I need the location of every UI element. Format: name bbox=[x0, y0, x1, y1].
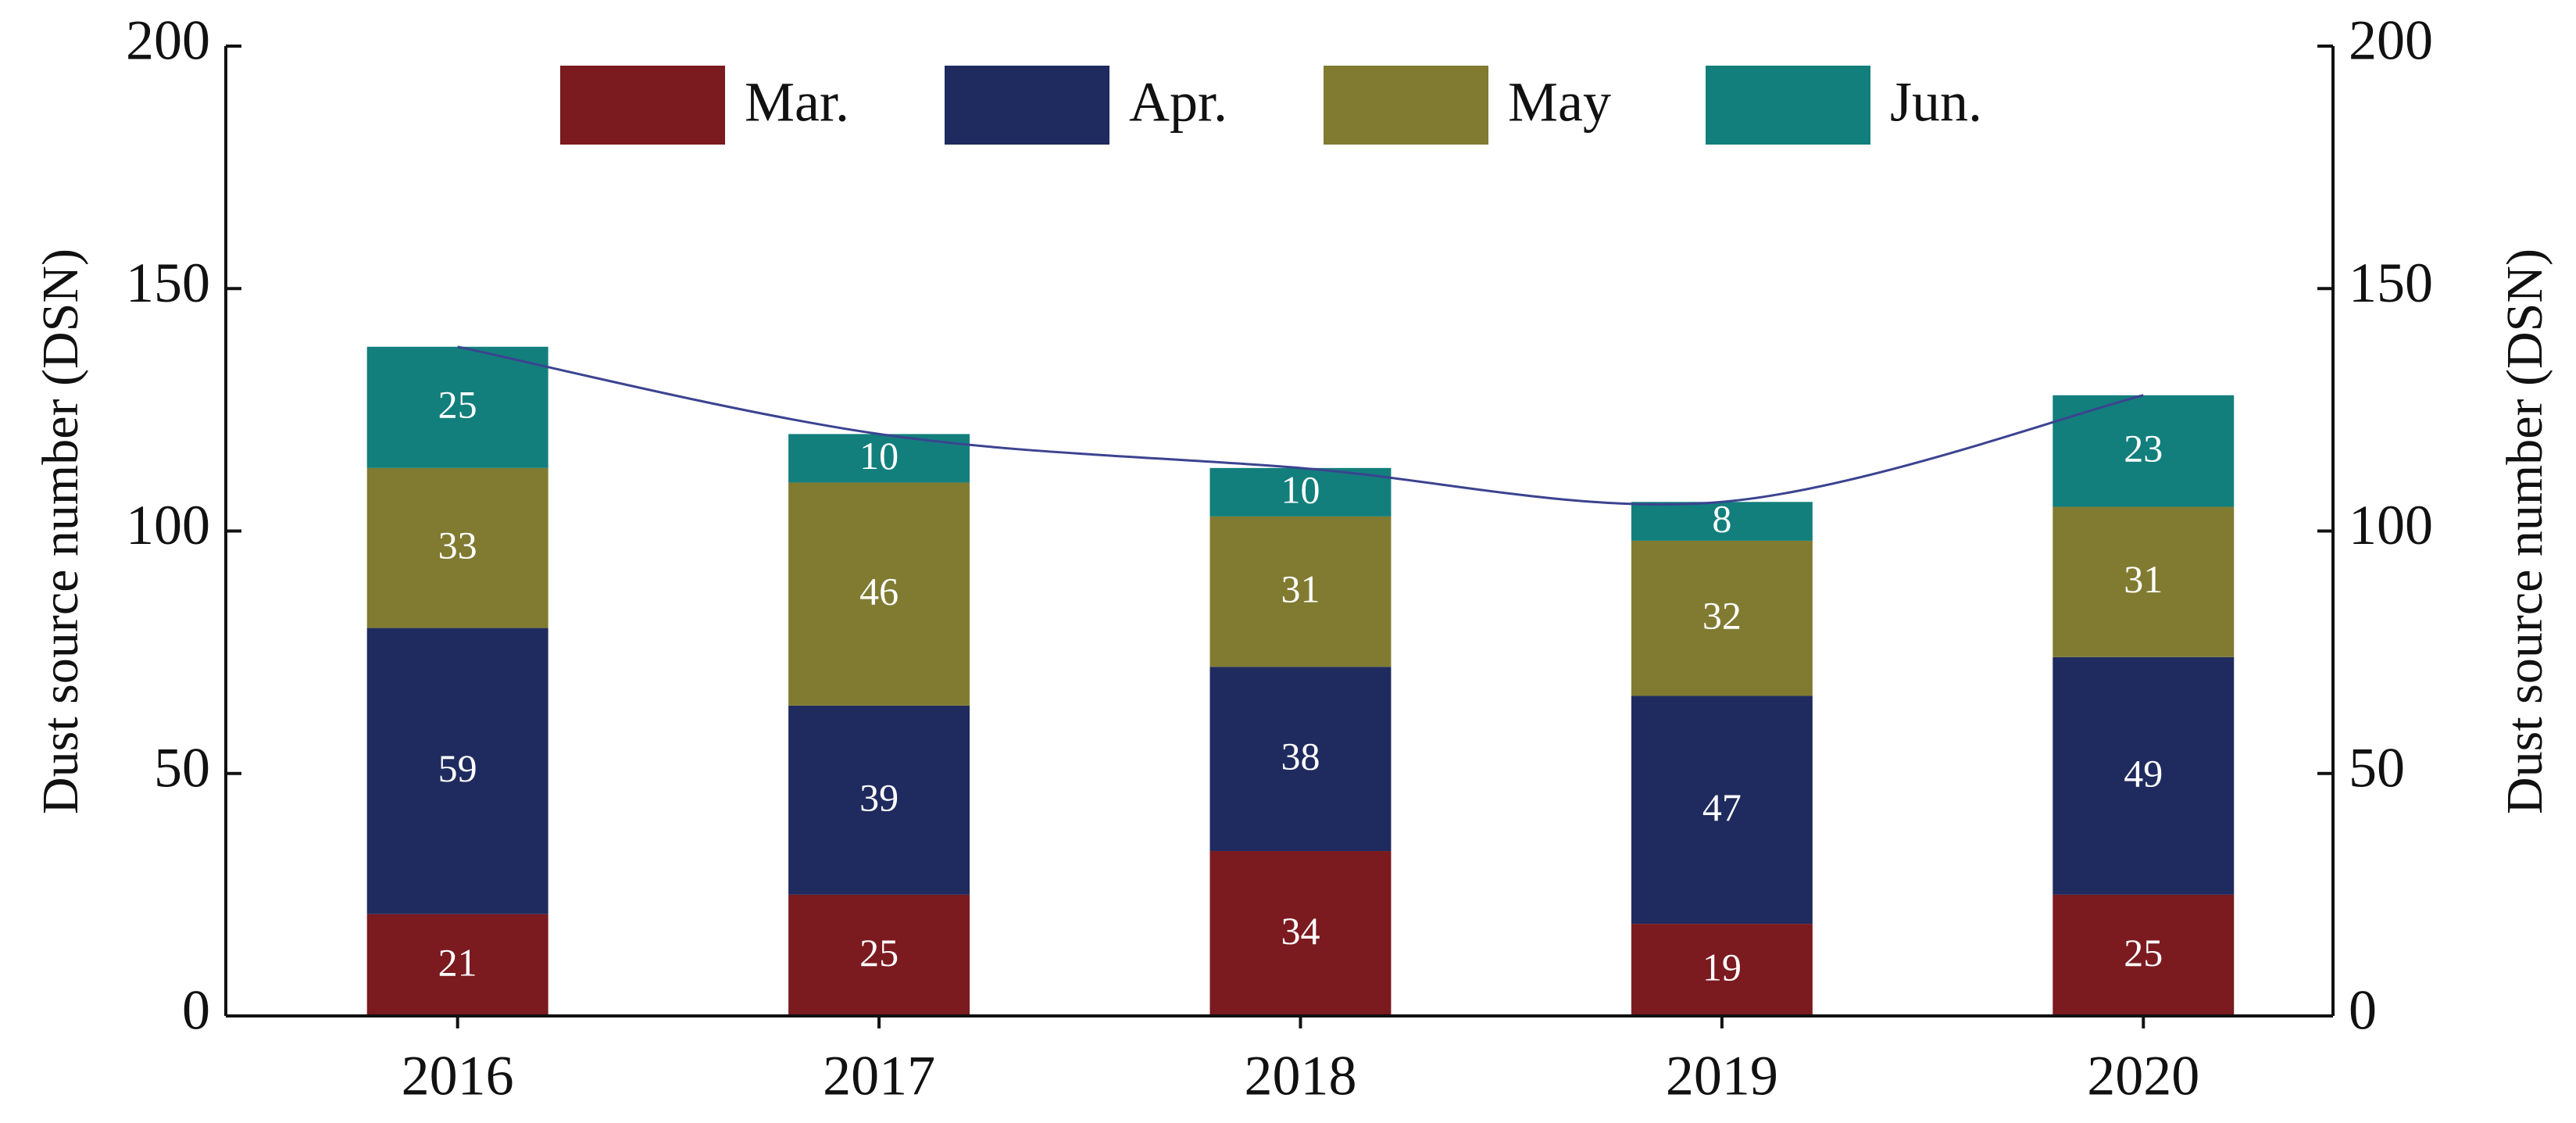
bar-segment bbox=[366, 914, 548, 1016]
value-label: 21 bbox=[438, 940, 477, 984]
bar-segment bbox=[1631, 696, 1813, 925]
value-label: 38 bbox=[1281, 735, 1320, 778]
value-label: 23 bbox=[2124, 427, 2163, 470]
y-tick-label: 150 bbox=[126, 252, 210, 314]
bar-segment bbox=[366, 467, 548, 628]
bar-segment bbox=[2053, 656, 2235, 895]
bar-segment bbox=[1631, 540, 1813, 696]
y2-axis-title: Dust source number (DSN) bbox=[2496, 249, 2553, 814]
bar-segment bbox=[1209, 516, 1392, 667]
y2-tick-label: 150 bbox=[2349, 252, 2433, 314]
value-label: 39 bbox=[859, 775, 899, 819]
bar-segment bbox=[788, 894, 970, 1016]
legend-label: May bbox=[1508, 71, 1611, 134]
bar-segment bbox=[1209, 467, 1392, 517]
value-label: 49 bbox=[2124, 751, 2163, 795]
y-tick-label: 0 bbox=[182, 979, 210, 1042]
x-tick-label: 2016 bbox=[402, 1045, 514, 1107]
value-label: 10 bbox=[1281, 467, 1320, 511]
value-label: 10 bbox=[859, 434, 899, 477]
value-label: 33 bbox=[438, 524, 477, 567]
bar-segment bbox=[788, 482, 970, 706]
legend-swatch bbox=[945, 66, 1109, 145]
value-label: 46 bbox=[859, 570, 899, 613]
y-tick-label: 200 bbox=[126, 9, 210, 72]
bar-segment bbox=[1631, 924, 1813, 1016]
value-label: 47 bbox=[1702, 785, 1742, 829]
total-line bbox=[457, 345, 2144, 506]
value-label: 8 bbox=[1712, 497, 1731, 541]
legend-swatch bbox=[1706, 66, 1870, 145]
legend-swatch bbox=[560, 66, 725, 145]
bar-segment bbox=[366, 628, 548, 914]
value-label: 34 bbox=[1281, 909, 1320, 953]
value-label: 59 bbox=[438, 746, 477, 790]
bar-segment bbox=[2053, 506, 2235, 657]
value-label: 32 bbox=[1702, 594, 1742, 638]
value-label: 31 bbox=[1281, 567, 1320, 611]
y2-tick-label: 200 bbox=[2349, 9, 2433, 72]
y2-tick-label: 100 bbox=[2349, 494, 2433, 556]
bar-segment bbox=[1209, 667, 1392, 852]
y2-tick-label: 50 bbox=[2349, 736, 2405, 799]
bar-segment bbox=[2053, 894, 2235, 1016]
value-label: 19 bbox=[1702, 946, 1742, 989]
x-tick-label: 2018 bbox=[1244, 1045, 1356, 1107]
bar-segment bbox=[1631, 502, 1813, 541]
x-tick-label: 2019 bbox=[1666, 1045, 1778, 1107]
y-axis-title: Dust source number (DSN) bbox=[32, 249, 89, 814]
y2-tick-label: 0 bbox=[2349, 979, 2377, 1042]
bar-segment bbox=[366, 346, 548, 468]
value-label: 31 bbox=[2124, 557, 2163, 601]
legend-label: Apr. bbox=[1129, 71, 1227, 134]
x-tick-label: 2020 bbox=[2087, 1045, 2199, 1107]
value-label: 25 bbox=[2124, 931, 2163, 975]
legend-label: Mar. bbox=[745, 71, 849, 134]
value-label: 25 bbox=[859, 931, 899, 975]
y-tick-label: 50 bbox=[154, 736, 210, 799]
legend-label: Jun. bbox=[1890, 71, 1982, 134]
bar-segment bbox=[788, 705, 970, 895]
value-label: 25 bbox=[438, 383, 477, 427]
legend-swatch bbox=[1324, 66, 1488, 145]
y-tick-label: 100 bbox=[126, 494, 210, 556]
x-tick-label: 2017 bbox=[823, 1045, 935, 1107]
bar-segment bbox=[1209, 851, 1392, 1016]
